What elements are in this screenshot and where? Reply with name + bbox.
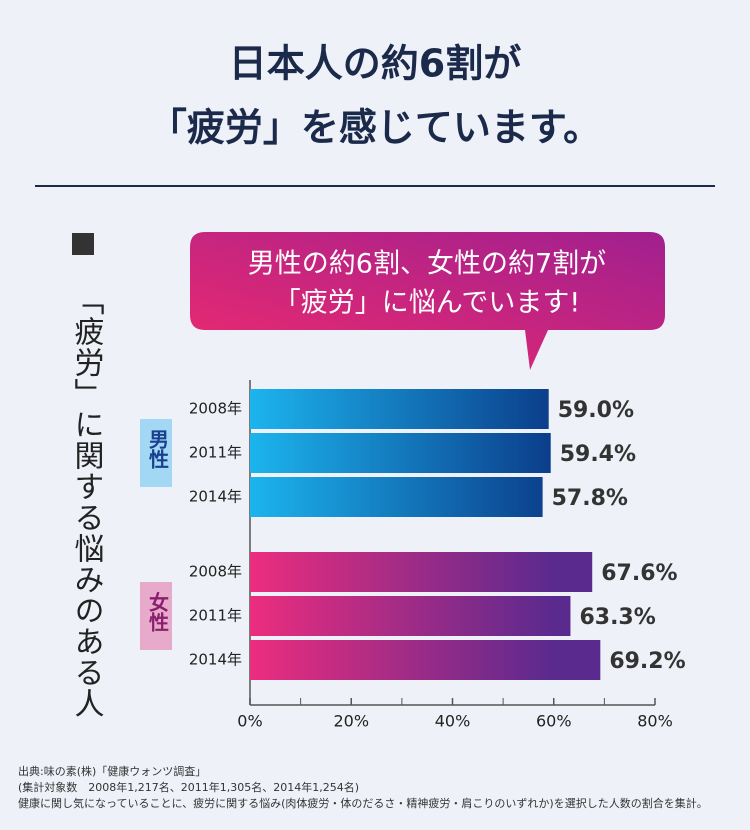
x-tick-label: 80% (637, 712, 673, 731)
title-line: 日本人の約6割が (229, 42, 521, 86)
y-tick-label: 2011年 (189, 444, 242, 462)
value-label: 59.0% (558, 398, 634, 423)
value-label: 69.2% (609, 649, 685, 674)
title-line: 「疲労」を感じています。 (149, 106, 601, 150)
y-axis-label: 「疲労」に関する悩みのある人 (69, 285, 105, 719)
y-tick-label: 2011年 (189, 607, 242, 625)
x-tick-label: 40% (435, 712, 471, 731)
bar (250, 389, 549, 429)
x-tick-label: 0% (237, 712, 262, 731)
bullet (72, 233, 94, 255)
callout-text: 「疲労」に悩んでいます! (274, 288, 580, 319)
callout-bubble (190, 232, 665, 370)
footnote: (集計対象数 2008年1,217名、2011年1,305名、2014年1,25… (18, 780, 359, 794)
y-tick-label: 2008年 (189, 563, 242, 581)
x-tick-label: 60% (536, 712, 572, 731)
callout-text: 男性の約6割、女性の約7割が (248, 249, 606, 280)
value-label: 57.8% (552, 486, 628, 511)
bar (250, 433, 551, 473)
y-tick-label: 2008年 (189, 400, 242, 418)
legend-label: 男性 (146, 429, 170, 470)
x-tick-label: 20% (333, 712, 369, 731)
bar (250, 552, 593, 592)
footnote: 健康に関し気になっていることに、疲労に関する悩み(肉体疲労・体のだるさ・精神疲労… (18, 796, 708, 810)
value-label: 63.3% (579, 605, 655, 630)
value-label: 67.6% (601, 561, 677, 586)
bar (250, 477, 543, 517)
group-box (140, 419, 172, 487)
group-box (140, 582, 172, 650)
bar (250, 640, 601, 680)
y-tick-label: 2014年 (189, 651, 242, 669)
legend-label: 女性 (146, 591, 170, 633)
y-tick-label: 2014年 (189, 488, 242, 506)
value-label: 59.4% (560, 442, 636, 467)
footnote: 出典:味の素(株)「健康ウォンツ調査」 (18, 764, 206, 778)
bar (250, 596, 571, 636)
